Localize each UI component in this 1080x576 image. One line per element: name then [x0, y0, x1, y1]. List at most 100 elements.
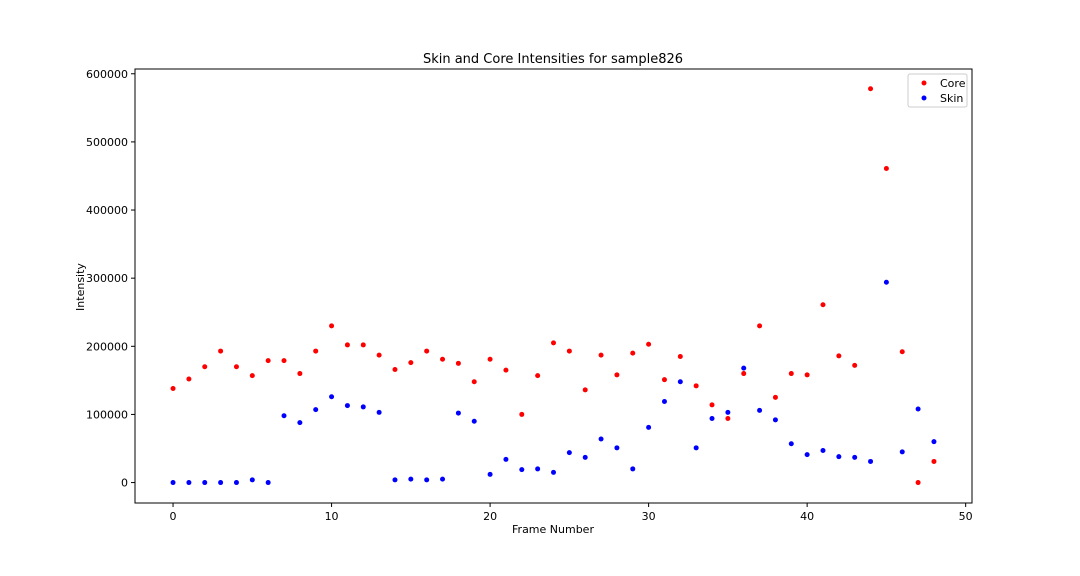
point-core [677, 354, 683, 360]
point-core [582, 387, 588, 393]
point-skin [630, 466, 636, 472]
y-axis-ticks: 0 100000 200000 300000 400000 500000 600000 [86, 68, 135, 490]
point-skin [535, 466, 541, 472]
point-core [519, 411, 525, 417]
point-core [788, 371, 794, 377]
x-tick-label: 10 [325, 510, 339, 523]
point-core [836, 353, 842, 359]
point-skin [249, 477, 255, 483]
data-points [170, 86, 937, 486]
point-skin [741, 365, 747, 371]
point-core [265, 358, 271, 364]
point-core [868, 86, 874, 92]
point-skin [772, 417, 778, 423]
point-core [566, 348, 572, 354]
point-skin [757, 407, 763, 413]
point-core [281, 358, 287, 364]
point-skin [424, 477, 430, 483]
point-core [218, 348, 224, 354]
point-core [360, 342, 366, 348]
point-skin [836, 454, 842, 460]
point-skin [852, 454, 858, 460]
point-skin [931, 439, 937, 445]
legend-marker-skin [921, 95, 927, 101]
x-axis-label: Frame Number [512, 523, 594, 536]
y-tick-label: 300000 [86, 272, 128, 285]
x-tick-label: 0 [170, 510, 177, 523]
y-tick-label: 200000 [86, 340, 128, 353]
point-skin [392, 477, 398, 483]
point-skin [297, 420, 303, 426]
point-skin [551, 469, 556, 475]
point-core [852, 362, 858, 368]
legend-label-core: Core [940, 77, 966, 90]
point-skin [471, 418, 477, 424]
point-core [598, 352, 604, 358]
point-core [297, 371, 303, 377]
point-skin [265, 480, 271, 486]
point-skin [487, 471, 493, 477]
point-skin [804, 452, 810, 458]
point-skin [376, 409, 382, 415]
point-skin [233, 480, 239, 486]
point-skin [661, 398, 667, 404]
point-core [440, 356, 446, 362]
point-core [233, 364, 239, 370]
point-core [772, 394, 778, 400]
x-tick-label: 20 [483, 510, 497, 523]
y-tick-label: 500000 [86, 136, 128, 149]
point-core [725, 416, 731, 422]
point-core [535, 373, 541, 379]
point-skin [408, 476, 414, 482]
point-core [614, 372, 620, 378]
point-skin [820, 448, 826, 454]
y-axis-label: Intensity [74, 263, 87, 311]
point-core [329, 323, 335, 329]
point-core [551, 340, 556, 346]
point-core [202, 364, 208, 370]
point-core [931, 458, 937, 464]
point-core [186, 376, 192, 382]
point-core [170, 386, 176, 392]
point-core [249, 373, 255, 379]
point-skin [329, 394, 335, 400]
point-core [915, 480, 921, 486]
plot-area [134, 68, 973, 504]
point-core [471, 379, 477, 385]
x-tick-label: 40 [800, 510, 814, 523]
point-skin [598, 436, 604, 442]
point-core [487, 356, 493, 362]
point-core [661, 377, 667, 383]
legend: Core Skin [907, 73, 968, 108]
point-core [313, 348, 319, 354]
point-skin [693, 445, 699, 451]
y-tick-label: 400000 [86, 204, 128, 217]
chart-title: Skin and Core Intensities for sample826 [423, 52, 683, 67]
point-core [503, 367, 509, 373]
point-core [344, 342, 350, 348]
point-core [757, 323, 763, 329]
point-core [376, 352, 382, 358]
y-tick-label: 100000 [86, 408, 128, 421]
point-core [392, 366, 398, 372]
legend-marker-core [921, 80, 927, 86]
point-core [899, 349, 905, 355]
point-core [709, 402, 715, 408]
point-skin [614, 445, 620, 451]
point-skin [455, 410, 461, 416]
point-skin [218, 480, 224, 486]
point-skin [281, 413, 287, 419]
point-core [455, 360, 461, 366]
point-skin [788, 441, 794, 447]
point-core [646, 341, 652, 347]
point-core [820, 302, 826, 308]
point-skin [915, 406, 921, 412]
point-skin [360, 404, 366, 410]
point-skin [313, 407, 319, 413]
point-skin [170, 480, 176, 486]
point-skin [186, 480, 192, 486]
point-skin [725, 409, 731, 415]
point-core [630, 350, 636, 356]
point-skin [899, 449, 905, 455]
